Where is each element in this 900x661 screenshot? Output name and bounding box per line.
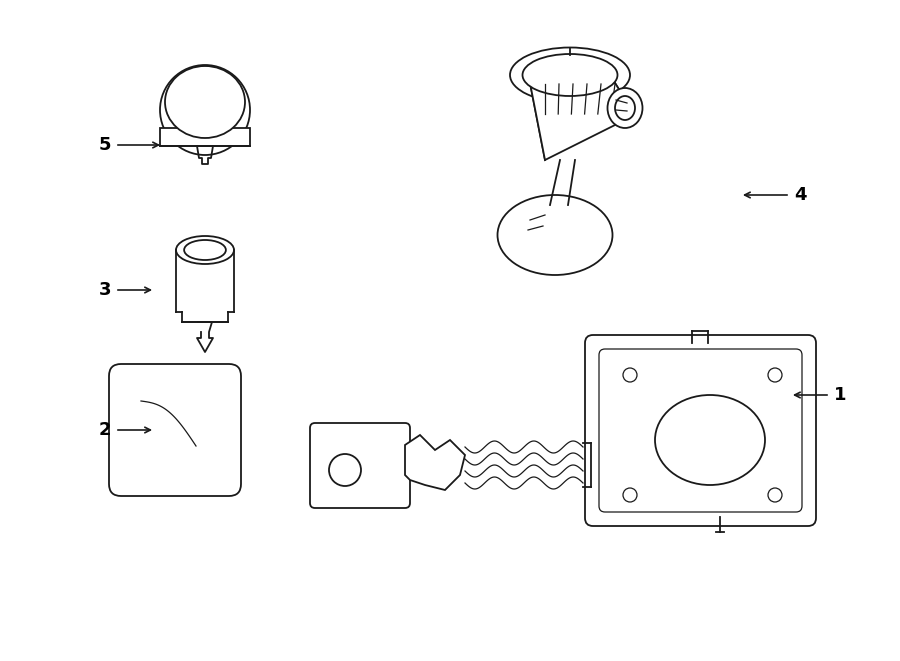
Text: 3: 3 [99,281,112,299]
Ellipse shape [523,54,617,96]
FancyBboxPatch shape [585,335,816,526]
Ellipse shape [608,88,643,128]
Text: 5: 5 [99,136,112,154]
Ellipse shape [510,48,630,102]
Ellipse shape [498,195,613,275]
Circle shape [623,488,637,502]
Ellipse shape [165,66,245,138]
Bar [160,128,250,146]
Text: 2: 2 [99,421,112,439]
Polygon shape [405,435,465,490]
Circle shape [768,488,782,502]
FancyBboxPatch shape [109,364,241,496]
Circle shape [329,454,361,486]
Ellipse shape [184,240,226,260]
Circle shape [623,368,637,382]
Ellipse shape [176,236,234,264]
Text: 1: 1 [833,386,846,404]
FancyBboxPatch shape [310,423,410,508]
Ellipse shape [615,96,635,120]
FancyBboxPatch shape [599,349,802,512]
Text: 4: 4 [794,186,806,204]
Circle shape [768,368,782,382]
Ellipse shape [160,65,250,155]
Ellipse shape [655,395,765,485]
Polygon shape [530,83,635,160]
